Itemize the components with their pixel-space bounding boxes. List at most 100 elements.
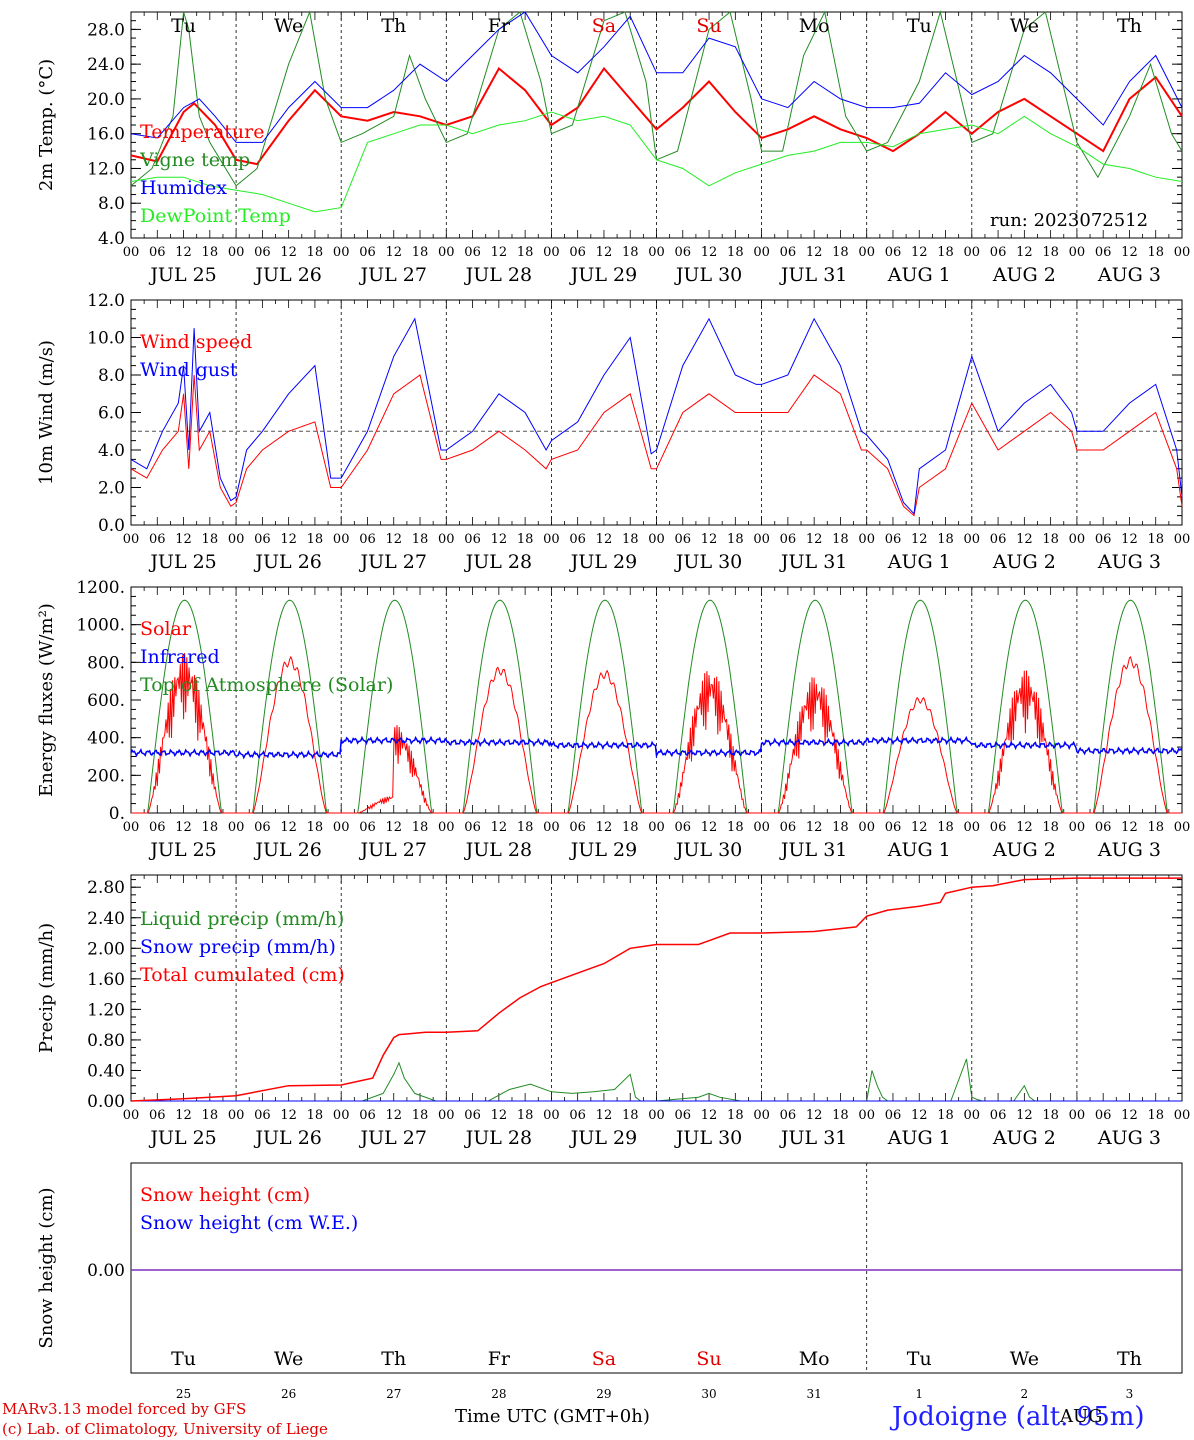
weekday-label: We [274, 15, 303, 37]
y-tick-label: 1000. [76, 616, 125, 636]
hour-tick-label: 12 [385, 245, 402, 260]
weekday-label-bottom: We [274, 1348, 303, 1370]
hour-tick-label: 12 [491, 245, 508, 260]
hour-tick-label: 18 [412, 1108, 429, 1123]
date-label: AUG 3 [1097, 264, 1161, 286]
hour-tick-label: 18 [1147, 820, 1164, 835]
hour-tick-label: 00 [648, 820, 665, 835]
legend-entry: Snow height (cm) [140, 1184, 310, 1206]
hour-tick-label: 12 [1121, 820, 1138, 835]
hour-tick-label: 06 [359, 820, 376, 835]
hour-tick-label: 18 [1042, 1108, 1059, 1123]
hour-tick-label: 12 [1016, 532, 1033, 547]
date-label: AUG 1 [887, 1127, 951, 1149]
hour-tick-label: 00 [1174, 820, 1191, 835]
hour-tick-label: 00 [543, 820, 560, 835]
hour-tick-label: 00 [648, 245, 665, 260]
hour-tick-label: 00 [333, 1108, 350, 1123]
date-label: JUL 26 [253, 551, 321, 573]
y-tick-label: 4.0 [98, 229, 125, 249]
hour-tick-label: 06 [464, 1108, 481, 1123]
hour-tick-label: 12 [175, 532, 192, 547]
hour-tick-label: 00 [648, 1108, 665, 1123]
y-tick-label: 600. [87, 691, 125, 711]
y-axis-label: Precip (mm/h) [36, 923, 57, 1053]
date-label: JUL 31 [779, 1127, 847, 1149]
hour-tick-label: 06 [569, 1108, 586, 1123]
date-label: AUG 1 [887, 551, 951, 573]
hour-tick-label: 18 [517, 532, 534, 547]
hour-tick-label: 12 [280, 1108, 297, 1123]
hour-tick-label: 00 [964, 532, 981, 547]
date-label: JUL 29 [569, 839, 637, 861]
legend-entry: Solar [140, 618, 192, 640]
hour-tick-label: 00 [858, 532, 875, 547]
y-tick-label: 0.40 [87, 1061, 125, 1081]
hour-tick-label: 12 [806, 532, 823, 547]
hour-tick-label: 00 [228, 820, 245, 835]
hour-tick-label: 00 [858, 820, 875, 835]
hour-tick-label: 00 [964, 1108, 981, 1123]
hour-tick-label: 12 [701, 245, 718, 260]
hour-tick-label: 06 [885, 532, 902, 547]
date-label: JUL 25 [148, 839, 216, 861]
legend-entry: Temperature [140, 121, 264, 143]
hour-tick-label: 18 [412, 820, 429, 835]
day-number-label: 2 [1021, 1387, 1029, 1401]
hour-tick-label: 18 [307, 245, 324, 260]
hour-tick-label: 06 [464, 245, 481, 260]
date-label: JUL 28 [464, 839, 532, 861]
hour-tick-label: 18 [622, 1108, 639, 1123]
date-label: JUL 28 [464, 1127, 532, 1149]
hour-tick-label: 00 [333, 820, 350, 835]
hour-tick-label: 06 [990, 245, 1007, 260]
hour-tick-label: 00 [964, 245, 981, 260]
station-label: Jodoigne (alt. 95m) [892, 1402, 1145, 1432]
hour-tick-label: 18 [832, 1108, 849, 1123]
y-tick-label: 12.0 [87, 291, 125, 311]
series-line-0 [131, 1058, 1182, 1102]
hour-tick-label: 00 [1069, 245, 1086, 260]
y-tick-label: 8.0 [98, 366, 125, 386]
hour-tick-label: 00 [543, 1108, 560, 1123]
hour-tick-label: 12 [175, 245, 192, 260]
day-number-label: 31 [807, 1387, 822, 1401]
hour-tick-label: 06 [464, 820, 481, 835]
legend-entry: Infrared [140, 646, 220, 668]
series-line-2 [130, 877, 1182, 1102]
lab-credit: (c) Lab. of Climatology, University of L… [2, 1420, 328, 1438]
hour-tick-label: 00 [1174, 532, 1191, 547]
weekday-label: We [1010, 15, 1039, 37]
y-tick-label: 10.0 [87, 329, 125, 349]
hour-tick-label: 06 [569, 820, 586, 835]
hour-tick-label: 18 [307, 820, 324, 835]
hour-tick-label: 18 [832, 245, 849, 260]
weekday-label-bottom: Su [696, 1348, 721, 1370]
weekday-label: Fr [488, 15, 511, 37]
date-label: JUL 27 [359, 839, 427, 861]
hour-tick-label: 12 [911, 1108, 928, 1123]
hour-tick-label: 06 [1095, 245, 1112, 260]
series-line-0 [130, 66, 1183, 166]
hour-tick-label: 12 [596, 245, 613, 260]
hour-tick-label: 18 [307, 1108, 324, 1123]
series-line-3 [130, 111, 1183, 213]
hour-tick-label: 06 [885, 245, 902, 260]
hour-tick-label: 06 [149, 245, 166, 260]
y-axis-label: Snow height (cm) [36, 1187, 57, 1348]
hour-tick-label: 12 [1121, 1108, 1138, 1123]
hour-tick-label: 12 [911, 820, 928, 835]
hour-tick-label: 06 [675, 820, 692, 835]
hour-tick-label: 06 [780, 532, 797, 547]
hour-tick-label: 12 [280, 820, 297, 835]
date-label: JUL 27 [359, 551, 427, 573]
hour-tick-label: 18 [937, 245, 954, 260]
hour-tick-label: 00 [1174, 1108, 1191, 1123]
hour-tick-label: 18 [937, 820, 954, 835]
y-tick-label: 16.0 [87, 125, 125, 145]
hour-tick-label: 12 [701, 532, 718, 547]
hour-tick-label: 00 [648, 532, 665, 547]
hour-tick-label: 12 [385, 820, 402, 835]
hour-tick-label: 18 [832, 532, 849, 547]
hour-tick-label: 06 [885, 1108, 902, 1123]
